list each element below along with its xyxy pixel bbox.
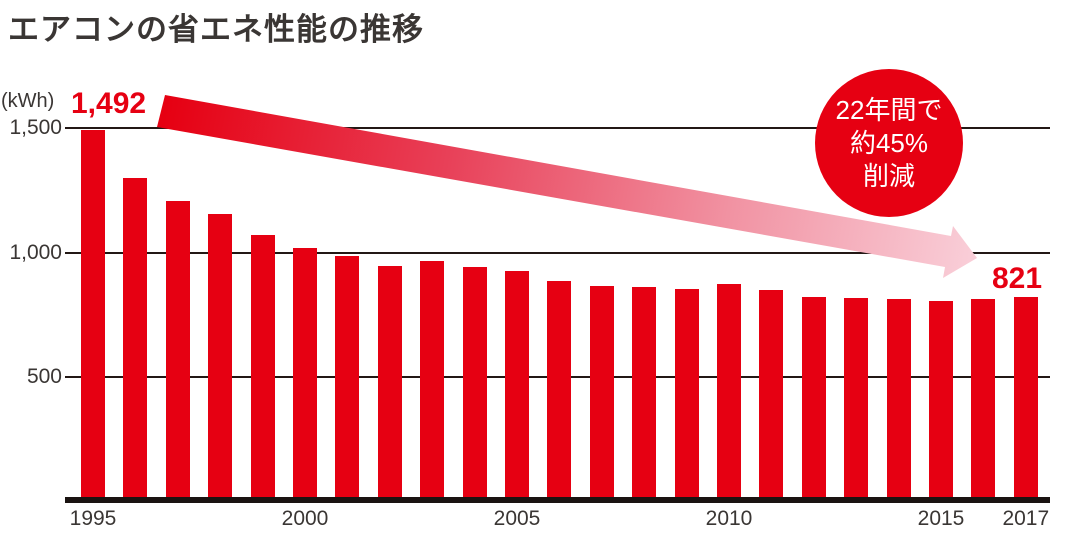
bar-2014	[886, 298, 911, 503]
bar-2000	[293, 247, 317, 503]
x-tick-label-2017: 2017	[1002, 507, 1050, 530]
bar-2011	[759, 289, 784, 503]
bar-1998	[208, 213, 233, 503]
bar-2013	[844, 297, 869, 503]
bar-1995	[81, 129, 105, 503]
bar-2009	[674, 288, 699, 503]
x-tick-label-2000: 2000	[281, 507, 329, 530]
last-bar-value-label: 821	[992, 262, 1043, 295]
bar-2016	[971, 299, 996, 503]
bar-2002	[377, 266, 402, 503]
bar-1997	[165, 201, 190, 503]
x-tick-label-2015: 2015	[917, 507, 965, 530]
y-tick-label-500: 500	[26, 365, 62, 388]
reduction-badge: 22年間で 約45% 削減	[815, 69, 963, 217]
bar-1996	[123, 177, 148, 503]
bar-2006	[547, 281, 572, 503]
y-tick-label-1000: 1,000	[9, 240, 62, 264]
y-axis-unit-label: (kWh)	[1, 90, 55, 112]
x-tick-label-1995: 1995	[69, 507, 117, 530]
x-axis-line	[65, 497, 1050, 503]
bar-1999	[250, 235, 275, 503]
bar-2008	[632, 287, 657, 503]
first-bar-value-label: 1,492	[71, 87, 147, 120]
bar-2012	[801, 297, 826, 503]
x-tick-label-2005: 2005	[493, 507, 541, 530]
bar-2004	[462, 267, 487, 503]
badge-line-1: 22年間で	[835, 94, 943, 125]
bar-2010	[717, 283, 741, 503]
bar-2015	[929, 301, 953, 503]
x-tick-label-2010: 2010	[705, 507, 753, 530]
bar-2001	[335, 256, 360, 503]
bar-2007	[589, 286, 614, 503]
badge-line-2: 約45%	[849, 127, 929, 158]
bar-2003	[420, 261, 445, 503]
bar-2005	[505, 271, 529, 503]
bar-2017	[1013, 297, 1038, 503]
badge-line-3: 削減	[862, 160, 915, 191]
y-tick-label-1500: 1,500	[9, 116, 62, 139]
chart-title: エアコンの省エネ性能の推移	[8, 12, 424, 47]
